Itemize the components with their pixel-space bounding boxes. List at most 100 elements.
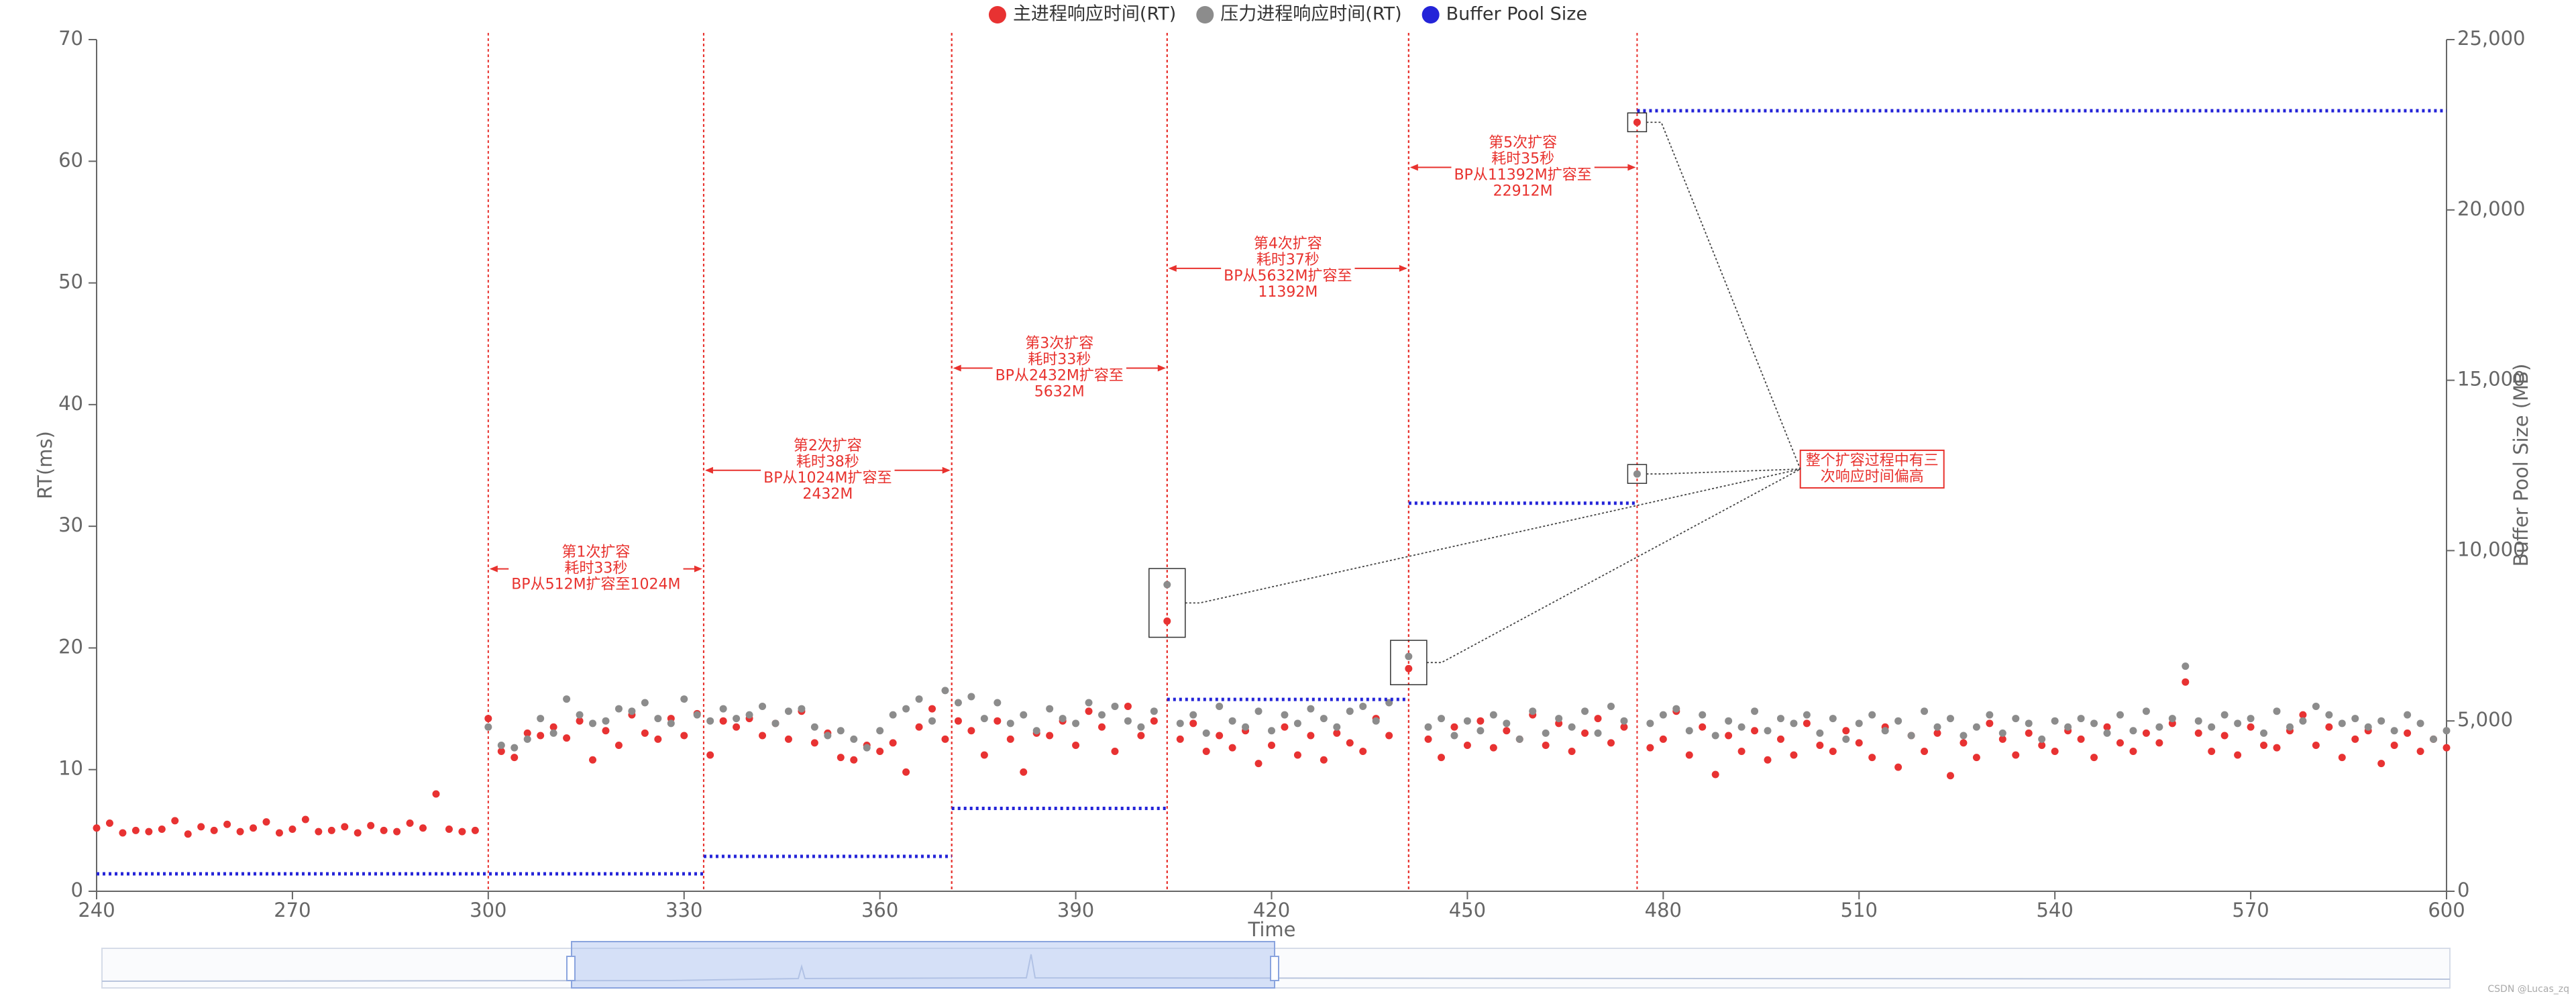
point xyxy=(1372,717,1380,725)
annotation-text: 第4次扩容 xyxy=(1254,236,1322,252)
point xyxy=(1542,729,1550,737)
point xyxy=(301,815,309,823)
arrow-head xyxy=(1399,264,1407,272)
point xyxy=(563,734,571,742)
point xyxy=(158,826,166,834)
zoom-slider[interactable] xyxy=(101,941,2451,989)
point xyxy=(1699,723,1707,731)
point xyxy=(1568,748,1576,756)
y2-tick-label: 10,000 xyxy=(2457,538,2525,560)
point xyxy=(2116,739,2124,747)
point xyxy=(589,756,597,764)
point xyxy=(2064,723,2072,731)
slider-window[interactable] xyxy=(571,941,1275,989)
watermark: CSDN @Lucas_zq xyxy=(2487,984,2569,995)
point xyxy=(288,826,297,834)
point xyxy=(1790,751,1798,759)
point xyxy=(2234,719,2242,728)
arrow-head xyxy=(1409,164,1418,171)
point xyxy=(497,741,505,749)
point xyxy=(1072,719,1080,728)
point xyxy=(2443,744,2451,752)
point xyxy=(614,741,623,749)
point xyxy=(837,727,845,735)
x-tick-label: 480 xyxy=(1645,899,1682,921)
point xyxy=(1659,735,1667,743)
point xyxy=(1293,719,1301,728)
point xyxy=(2390,727,2398,735)
point xyxy=(2260,741,2268,749)
point xyxy=(994,699,1002,707)
point xyxy=(1046,732,1054,740)
annotation-text: 11392M xyxy=(1258,284,1318,301)
point xyxy=(93,824,101,832)
point xyxy=(1346,707,1354,715)
point xyxy=(1293,751,1301,759)
annotation-text: 耗时37秒 xyxy=(1256,252,1320,268)
point xyxy=(1307,732,1315,740)
slider-handle[interactable] xyxy=(1270,956,1279,981)
arrow-head xyxy=(1168,264,1177,272)
slider-handle[interactable] xyxy=(566,956,576,981)
point xyxy=(810,723,818,731)
point xyxy=(2351,715,2359,723)
point xyxy=(223,820,231,828)
point xyxy=(876,748,884,756)
point xyxy=(1986,719,1994,728)
point xyxy=(902,705,910,713)
point xyxy=(1228,717,1236,725)
point xyxy=(2077,735,2085,743)
point xyxy=(1921,748,1929,756)
point xyxy=(1137,732,1145,740)
point xyxy=(2364,723,2372,731)
y-axis-title: RT(ms) xyxy=(34,431,56,499)
point xyxy=(2338,719,2346,728)
point xyxy=(1242,723,1250,731)
point xyxy=(1477,727,1485,735)
point xyxy=(1529,707,1537,715)
slider-preview xyxy=(101,954,2451,982)
point xyxy=(1228,744,1236,752)
point xyxy=(1620,717,1628,725)
point xyxy=(1281,711,1289,719)
point xyxy=(549,729,557,737)
y-tick-label: 10 xyxy=(58,757,83,780)
point xyxy=(759,732,767,740)
point xyxy=(1607,702,1615,710)
point xyxy=(2168,715,2176,723)
point xyxy=(1737,748,1746,756)
legend: 主进程响应时间(RT) 压力进程响应时间(RT) Buffer Pool Size xyxy=(988,4,1587,25)
point xyxy=(1281,723,1289,731)
point xyxy=(1829,748,1837,756)
point xyxy=(2103,723,2111,731)
point xyxy=(680,732,688,740)
callout-text: 次响应时间偏高 xyxy=(1821,468,1924,485)
point xyxy=(1933,729,1941,737)
annotation-text: 第2次扩容 xyxy=(794,438,862,454)
point xyxy=(275,829,283,837)
point xyxy=(576,711,584,719)
point xyxy=(2260,729,2268,737)
point xyxy=(1424,735,1432,743)
point xyxy=(1685,727,1693,735)
point xyxy=(1620,723,1628,731)
point xyxy=(1972,754,1980,762)
point xyxy=(1659,711,1667,719)
point xyxy=(733,715,741,723)
point xyxy=(1594,715,1602,723)
annotation-text: BP从512M扩容至1024M xyxy=(511,577,680,593)
point xyxy=(145,828,153,836)
x-tick-label: 540 xyxy=(2036,899,2073,921)
point xyxy=(432,790,440,798)
point xyxy=(1333,729,1341,737)
point xyxy=(1633,470,1641,478)
point xyxy=(1085,699,1093,707)
point xyxy=(2443,727,2451,735)
legend-label: 压力进程响应时间(RT) xyxy=(1220,4,1401,25)
annotation-text: 第5次扩容 xyxy=(1489,134,1557,151)
point xyxy=(2129,727,2137,735)
point xyxy=(2182,662,2190,670)
point xyxy=(719,717,727,725)
point xyxy=(1568,723,1576,731)
point xyxy=(941,687,949,695)
